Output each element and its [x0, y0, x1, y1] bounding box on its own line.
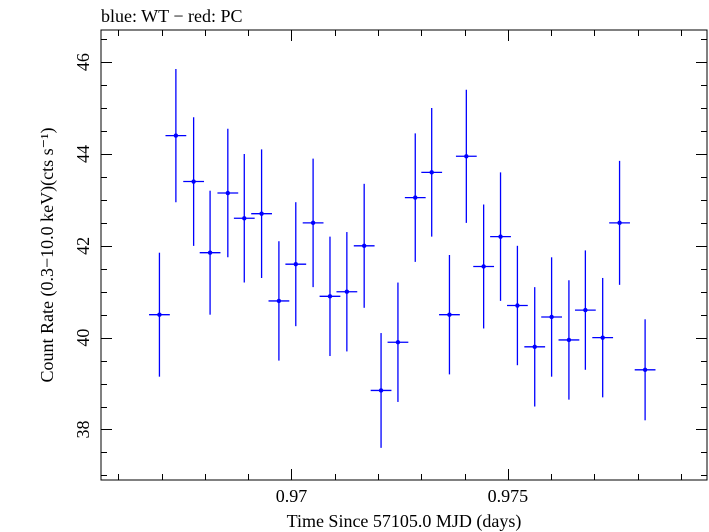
data-marker [344, 289, 350, 294]
data-point [217, 128, 239, 258]
data-points [149, 69, 656, 448]
data-marker [378, 388, 384, 393]
data-marker [413, 195, 418, 200]
data-marker [395, 340, 401, 345]
x-tick-label: 0.97 [276, 486, 308, 506]
data-point [370, 333, 392, 448]
x-tick-label: 0.975 [488, 486, 529, 506]
data-point [609, 160, 630, 285]
data-marker [481, 264, 486, 269]
chart-title: blue: WT − red: PC [101, 6, 242, 26]
data-point [439, 255, 460, 375]
y-tick-label: 46 [73, 53, 93, 71]
data-point [251, 149, 272, 278]
data-point [574, 250, 596, 370]
data-point [490, 172, 511, 301]
data-marker [498, 234, 503, 239]
x-axis-ticks [118, 30, 682, 480]
data-marker [242, 216, 247, 221]
data-point [268, 241, 290, 361]
data-point [541, 257, 562, 377]
data-marker [642, 367, 648, 372]
data-marker [207, 250, 213, 255]
data-marker [191, 179, 196, 184]
y-axis-title: Count Rate (0.3−10.0 keV)(cts s⁻¹) [37, 127, 58, 382]
y-axis-ticks [101, 39, 707, 476]
data-point [336, 232, 358, 352]
y-tick-label: 44 [73, 145, 93, 163]
data-point [353, 183, 375, 308]
data-marker [617, 220, 622, 226]
data-point [524, 287, 546, 407]
data-point [183, 117, 205, 246]
data-marker [447, 312, 452, 317]
y-axis-tick-labels: 38 40 42 44 46 [73, 53, 93, 438]
data-marker [361, 243, 367, 249]
data-point [507, 245, 528, 366]
data-marker [583, 307, 588, 313]
data-marker [566, 337, 572, 343]
data-point [199, 190, 221, 315]
data-point [387, 282, 409, 402]
data-marker [225, 190, 231, 196]
data-point [285, 202, 307, 327]
y-tick-label: 42 [73, 237, 93, 255]
data-marker [310, 220, 316, 226]
data-marker [327, 294, 333, 299]
data-marker [464, 154, 469, 159]
data-point [149, 252, 170, 377]
data-marker [429, 170, 434, 175]
data-marker [259, 211, 264, 216]
data-point [302, 158, 324, 288]
y-tick-label: 40 [73, 329, 93, 347]
plot-frame [100, 29, 708, 481]
data-point [634, 319, 656, 421]
data-point [233, 153, 255, 283]
data-point [558, 280, 580, 400]
data-marker [276, 298, 282, 304]
y-tick-label: 38 [73, 420, 93, 438]
data-marker [549, 314, 554, 320]
x-axis-title: Time Since 57105.0 MJD (days) [287, 511, 522, 532]
data-point [319, 236, 341, 357]
data-point [421, 108, 443, 237]
data-point [165, 69, 187, 203]
data-point [473, 204, 495, 329]
x-axis-tick-labels: 0.97 0.975 [276, 486, 528, 506]
data-point [592, 277, 614, 398]
data-marker [515, 303, 520, 308]
data-marker [532, 344, 537, 350]
data-marker [293, 261, 298, 267]
data-marker [173, 133, 179, 138]
data-marker [600, 335, 605, 340]
data-marker [157, 312, 162, 317]
data-point [404, 133, 426, 262]
data-point [455, 89, 477, 223]
